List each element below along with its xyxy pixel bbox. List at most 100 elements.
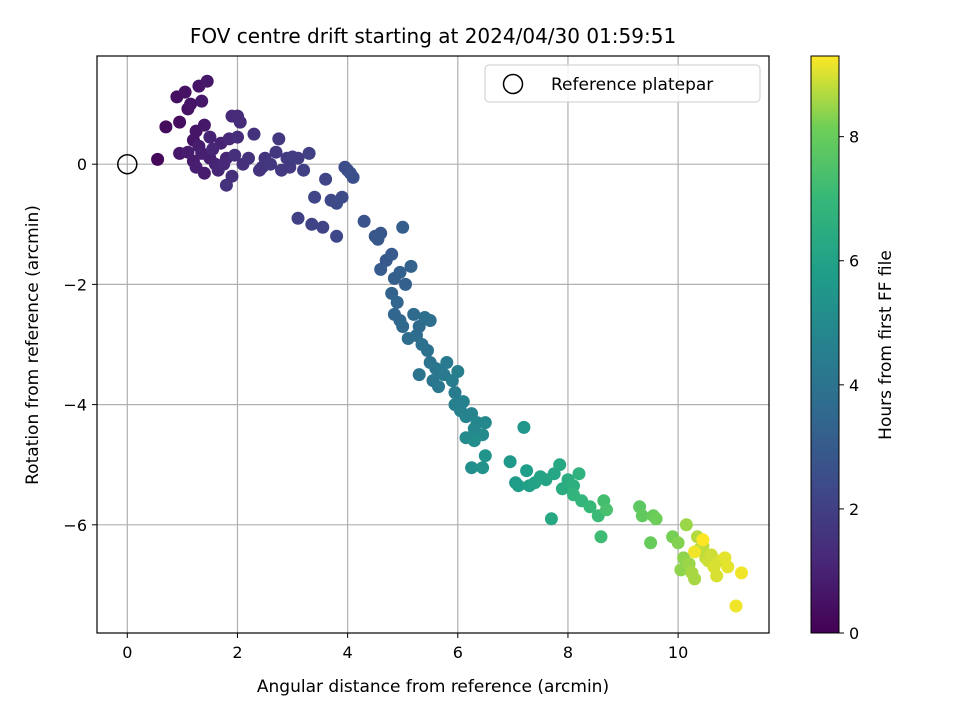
data-point	[729, 599, 743, 613]
x-tick-label: 4	[343, 643, 353, 662]
data-point	[151, 152, 165, 166]
data-point	[184, 97, 198, 111]
y-tick-label: −6	[63, 516, 87, 535]
data-point	[178, 85, 192, 99]
data-point	[448, 386, 462, 400]
data-point	[396, 220, 410, 234]
data-point	[305, 217, 319, 231]
data-point	[440, 356, 454, 369]
data-point	[520, 464, 534, 478]
data-point	[421, 344, 434, 357]
data-point	[688, 572, 702, 586]
colorbar-ticks: 0 2 4 6 8	[839, 128, 859, 643]
data-point	[335, 190, 349, 204]
data-point	[231, 130, 244, 144]
data-point	[200, 74, 214, 88]
x-tick-label: 6	[453, 643, 463, 662]
data-point	[371, 232, 385, 246]
data-point	[302, 146, 316, 160]
data-point	[465, 461, 479, 475]
data-point	[291, 151, 305, 165]
data-point	[189, 160, 203, 174]
data-point	[269, 145, 283, 159]
data-point	[399, 277, 412, 291]
data-point	[735, 566, 748, 580]
data-point	[206, 142, 220, 156]
data-point	[600, 503, 613, 517]
data-point	[644, 536, 658, 550]
data-point	[583, 500, 597, 514]
data-points	[117, 74, 748, 613]
colorbar: 0 2 4 6 8 Hours from first FF file	[810, 55, 896, 643]
y-axis-label: Rotation from reference (arcmin)	[23, 205, 43, 485]
data-point	[649, 512, 663, 526]
data-point	[432, 380, 445, 394]
data-point	[467, 434, 481, 448]
data-point	[517, 420, 531, 434]
reference-platepar-marker	[117, 153, 138, 175]
data-point	[688, 545, 702, 559]
x-tick-label: 2	[232, 643, 242, 662]
data-point	[173, 115, 187, 129]
legend-marker-reference	[502, 73, 524, 95]
data-point	[478, 416, 492, 430]
data-point	[316, 220, 330, 234]
data-point	[503, 455, 517, 469]
data-point	[544, 512, 558, 526]
data-point	[476, 461, 490, 475]
chart-title: FOV centre drift starting at 2024/04/30 …	[190, 24, 676, 48]
x-axis-label: Angular distance from reference (arcmin)	[257, 677, 609, 697]
data-point	[710, 569, 724, 583]
legend-label-reference: Reference platepar	[551, 75, 713, 95]
x-tick-label: 10	[668, 643, 688, 662]
data-point	[228, 148, 242, 162]
colorbar-tick-label: 2	[849, 500, 859, 519]
data-point	[297, 163, 311, 177]
data-point	[357, 214, 371, 228]
plot-frame	[96, 55, 770, 634]
data-point	[511, 479, 525, 493]
data-point	[572, 467, 586, 481]
data-point	[291, 211, 305, 225]
data-point	[635, 509, 649, 523]
data-point	[385, 247, 399, 261]
y-axis: 0 −2 −4 −6	[63, 155, 97, 535]
colorbar-tick-label: 8	[849, 128, 859, 147]
data-point	[456, 395, 470, 409]
data-point	[553, 458, 567, 472]
data-point	[567, 479, 580, 493]
data-point	[679, 518, 693, 532]
data-point	[247, 127, 261, 141]
colorbar-tick-label: 0	[849, 624, 859, 643]
data-point	[407, 307, 421, 321]
data-point	[264, 157, 277, 171]
data-point	[242, 151, 255, 165]
data-point	[233, 115, 247, 129]
data-point	[478, 449, 492, 463]
data-point	[195, 146, 209, 160]
data-point	[404, 259, 418, 273]
data-point	[423, 314, 437, 327]
data-point	[396, 320, 410, 333]
data-point	[594, 530, 608, 544]
data-point	[696, 533, 710, 547]
data-point	[346, 170, 360, 184]
colorbar-gradient	[810, 55, 840, 634]
data-point	[195, 94, 209, 108]
data-point	[390, 295, 404, 309]
data-point	[203, 130, 217, 144]
data-point	[308, 190, 322, 204]
data-point	[374, 262, 388, 276]
data-point	[219, 178, 233, 192]
data-point	[721, 560, 735, 574]
legend-box	[484, 64, 761, 103]
data-point	[159, 120, 173, 134]
colorbar-label: Hours from first FF file	[876, 250, 896, 440]
data-point	[393, 265, 407, 279]
y-tick-label: 0	[77, 155, 87, 174]
data-point	[272, 132, 286, 146]
data-point	[412, 368, 426, 382]
x-tick-label: 8	[563, 643, 573, 662]
colorbar-tick-label: 6	[849, 252, 859, 271]
